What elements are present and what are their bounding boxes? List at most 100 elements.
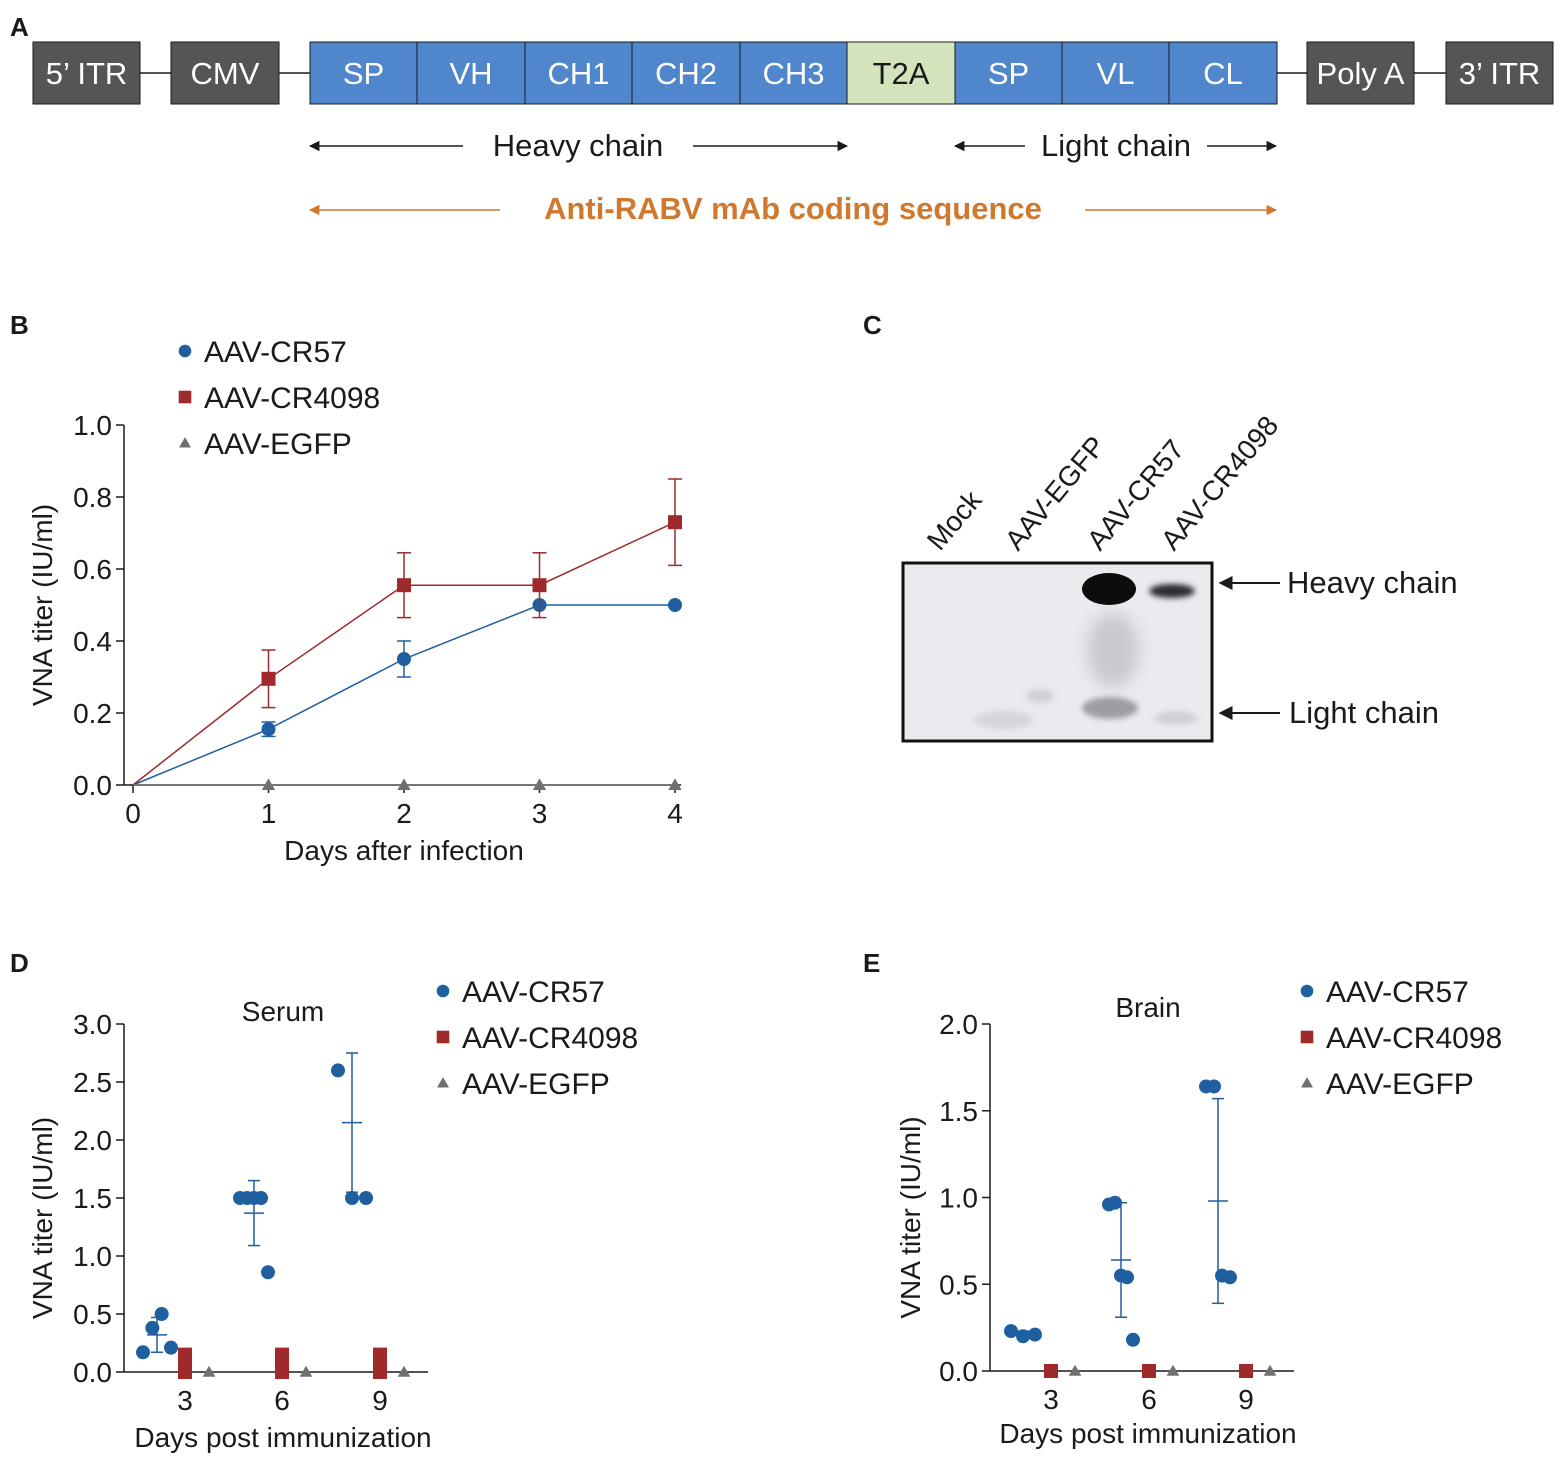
construct-label-ch2: CH2	[655, 56, 717, 91]
construct-label-ch3: CH3	[762, 56, 824, 91]
legend-label-aav-cr57: AAV-CR57	[204, 336, 347, 369]
legend-marker-aav-egfp	[437, 1077, 449, 1088]
legend-marker-aav-cr57	[1300, 984, 1314, 998]
x-tick-label: 3	[532, 798, 548, 829]
data-point-aav-egfp	[397, 1365, 411, 1377]
construct-map: 5’ ITR CMV SP VH CH1 CH2 CH3 T2A SP VL CL Poly A 3’ …	[32, 41, 1554, 105]
x-tick-label: 4	[667, 798, 683, 829]
construct-segment-poly-a-11	[1306, 41, 1415, 105]
chart-e: 0.0 0.5 1.0 1.5 2.0 VNA titer (IU/ml) 3 6 9Days …	[895, 976, 1502, 1449]
y-tick-label: 0.4	[73, 626, 112, 657]
chart-title: Serum	[242, 996, 324, 1027]
x-axis-title: Days after infection	[284, 835, 524, 866]
legend-marker-aav-cr57	[178, 344, 192, 358]
data-point-aav-cr57	[261, 722, 276, 737]
construct-label-3-itr: 3’ ITR	[1459, 56, 1541, 91]
construct-segment-sp-2	[309, 41, 418, 105]
data-point-aav-cr57	[359, 1191, 373, 1205]
coding-sequence-label: Anti-RABV mAb coding sequence	[544, 191, 1042, 226]
data-point-aav-cr4098	[261, 671, 276, 686]
blot-lane-mock: Mock	[921, 484, 988, 556]
y-tick-label: 0.0	[73, 1357, 112, 1388]
x-tick-label: 0	[125, 798, 141, 829]
legend-label-aav-cr4098: AAV-CR4098	[204, 382, 380, 415]
legend-marker-aav-cr4098	[178, 390, 192, 404]
construct-segment-3-itr-12	[1445, 41, 1554, 105]
construct-label-ch1: CH1	[547, 56, 609, 91]
blot-spot-egfp	[1026, 689, 1054, 703]
blot-band-heavy-cr57	[1082, 573, 1136, 605]
blot-band-light-cr57	[1082, 697, 1138, 719]
data-point-aav-egfp	[1068, 1364, 1082, 1376]
series-line-aav-cr57	[132, 604, 675, 786]
y-tick-label: 2.5	[73, 1067, 112, 1098]
y-tick-label: 3.0	[73, 1009, 112, 1040]
y-tick-label: 1.5	[73, 1183, 112, 1214]
y-axis-title: VNA titer (IU/ml)	[27, 1117, 58, 1319]
y-tick-label: 1.0	[939, 1183, 978, 1214]
construct-label-t2a: T2A	[873, 56, 930, 91]
legend-marker-aav-egfp	[1301, 1077, 1313, 1088]
legend-label-aav-cr4098: AAV-CR4098	[462, 1022, 638, 1055]
data-point-aav-cr57	[145, 1320, 160, 1335]
chart-d: 0.0 0.5 1.0 1.5 2.0 2.5 3.0 VNA titer (IU/ml) 3 6…	[27, 976, 638, 1453]
legend-label-aav-cr57: AAV-CR57	[462, 976, 605, 1009]
data-point-aav-egfp	[668, 778, 682, 790]
x-axis-title: Days post immunization	[999, 1418, 1296, 1449]
y-tick-label: 0.5	[939, 1269, 978, 1300]
panel-label-a: A	[10, 12, 29, 42]
x-tick-label: 1	[261, 798, 277, 829]
construct-label-vl: VL	[1097, 56, 1135, 91]
data-point-aav-cr4098	[532, 578, 547, 593]
construct-label-cmv: CMV	[191, 56, 260, 91]
data-point-aav-cr4098	[373, 1351, 387, 1366]
data-point-aav-cr57	[668, 598, 682, 612]
x-tick-label: 9	[1238, 1384, 1254, 1415]
y-tick-label: 1.5	[939, 1096, 978, 1127]
data-point-aav-egfp	[532, 778, 547, 790]
x-tick-label: 6	[1141, 1384, 1157, 1415]
data-point-aav-cr57	[1120, 1270, 1134, 1285]
construct-label-sp: SP	[343, 56, 384, 91]
data-point-aav-cr4098	[275, 1365, 289, 1379]
data-point-aav-egfp	[397, 778, 411, 790]
x-tick-label: 3	[177, 1385, 193, 1416]
data-point-aav-egfp	[202, 1365, 216, 1377]
construct-segment-cl-10	[1168, 41, 1278, 105]
construct-segment-ch1-4	[524, 41, 633, 105]
y-tick-label: 2.0	[939, 1009, 978, 1040]
construct-label-5-itr: 5’ ITR	[46, 56, 128, 91]
data-point-aav-egfp	[1263, 1364, 1277, 1376]
x-tick-label: 2	[396, 798, 412, 829]
blot-heavy-label: Heavy chain	[1287, 565, 1458, 600]
data-point-aav-cr57	[1207, 1079, 1221, 1094]
blot-smear-egfp	[973, 711, 1033, 729]
y-tick-label: 0.8	[73, 482, 112, 513]
western-blot: Mock AAV-EGFP AAV-CR57 AAV-CR4098 Heavy …	[901, 410, 1458, 743]
data-point-aav-cr57	[345, 1191, 359, 1205]
construct-segment-cmv-1	[170, 41, 280, 105]
legend-marker-aav-egfp	[179, 437, 191, 448]
data-point-aav-cr57	[1016, 1329, 1030, 1344]
panel-label-d: D	[10, 948, 29, 978]
data-point-aav-cr4098	[668, 515, 682, 530]
data-point-aav-cr57	[136, 1345, 150, 1360]
data-point-aav-cr4098	[1044, 1364, 1058, 1378]
panel-label-e: E	[863, 948, 880, 978]
data-point-aav-cr57	[1223, 1270, 1237, 1285]
y-axis-title: VNA titer (IU/ml)	[895, 1116, 926, 1318]
y-axis-title: VNA titer (IU/ml)	[27, 504, 58, 706]
heavy-chain-label: Heavy chain	[493, 128, 664, 163]
construct-label-cl: CL	[1203, 56, 1243, 91]
blot-smear-cr57	[1087, 612, 1139, 688]
construct-segment-vh-3	[416, 41, 526, 105]
y-tick-label: 2.0	[73, 1125, 112, 1156]
legend-label-aav-cr4098: AAV-CR4098	[1326, 1022, 1502, 1055]
y-tick-label: 0.5	[73, 1299, 112, 1330]
legend-label-aav-egfp: AAV-EGFP	[1326, 1068, 1474, 1101]
construct-segment-vl-9	[1061, 41, 1170, 105]
construct-segment-5-itr-0	[32, 41, 141, 105]
data-point-aav-cr4098	[1142, 1364, 1156, 1378]
data-point-aav-cr4098	[178, 1365, 192, 1379]
blot-band-heavy-cr4098	[1149, 584, 1195, 598]
